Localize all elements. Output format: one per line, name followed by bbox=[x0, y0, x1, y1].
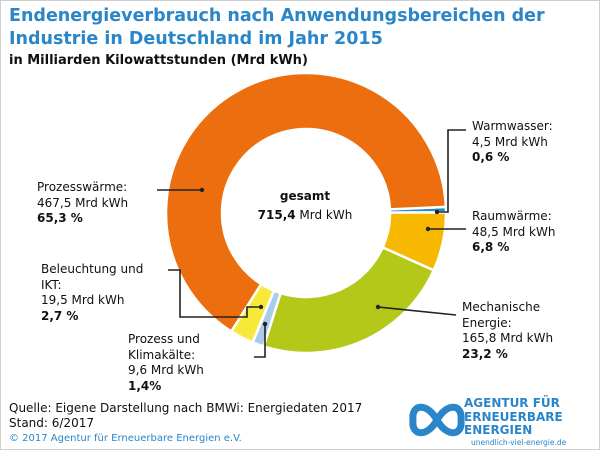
center-total-unit: Mrd kWh bbox=[295, 208, 353, 222]
label-prozesswaerme: Prozesswärme: 467,5 Mrd kWh 65,3 % bbox=[37, 180, 128, 227]
label-kaelte: Prozess und Klimakälte: 9,6 Mrd kWh 1,4% bbox=[128, 332, 204, 394]
leader-dot-beleuchtung bbox=[258, 304, 264, 310]
logo-line-2: ERNEUERBARE bbox=[464, 409, 563, 424]
leader-line-mechanische bbox=[377, 306, 457, 316]
logo-url: unendlich-viel-energie.de bbox=[471, 438, 567, 447]
infinity-logo-icon bbox=[409, 403, 465, 437]
center-total: gesamt 715,4 Mrd kWh bbox=[257, 187, 353, 225]
leader-line-beleuchtung bbox=[168, 269, 261, 318]
label-kaelte-name: Prozess und bbox=[128, 332, 200, 346]
label-raumwaerme-percent: 6,8 % bbox=[472, 240, 510, 254]
leader-dot-prozesswaerme bbox=[199, 187, 205, 193]
leader-dot-raumwaerme bbox=[425, 226, 431, 232]
label-raumwaerme: Raumwärme: 48,5 Mrd kWh 6,8 % bbox=[472, 209, 555, 256]
leader-line-warmwasser bbox=[437, 129, 466, 213]
copyright: © 2017 Agentur für Erneuerbare Energien … bbox=[9, 433, 242, 444]
label-mechanische: Mechanische Energie: 165,8 Mrd kWh 23,2 … bbox=[462, 300, 553, 362]
center-total-value: 715,4 bbox=[257, 208, 296, 222]
center-total-label: gesamt bbox=[279, 189, 331, 203]
leader-line-kaelte bbox=[254, 324, 266, 358]
chart-subtitle: in Milliarden Kilowattstunden (Mrd kWh) bbox=[9, 53, 308, 68]
label-kaelte-name2: Klimakälte: bbox=[128, 347, 196, 362]
label-raumwaerme-name: Raumwärme: bbox=[472, 209, 552, 223]
label-beleuchtung-name2: IKT: bbox=[41, 277, 62, 292]
logo-text: AGENTUR FÜR ERNEUERBARE ENERGIEN bbox=[464, 396, 563, 438]
label-kaelte-value: 9,6 Mrd kWh bbox=[128, 363, 204, 377]
logo-line-3: ENERGIEN bbox=[464, 423, 533, 437]
label-warmwasser-value: 4,5 Mrd kWh bbox=[472, 134, 548, 149]
label-mechanische-value: 165,8 Mrd kWh bbox=[462, 331, 554, 345]
leader-dot-kaelte bbox=[262, 321, 268, 327]
label-raumwaerme-value: 48,5 Mrd kWh bbox=[472, 224, 556, 239]
label-beleuchtung-value: 19,5 Mrd kWh bbox=[41, 293, 125, 307]
label-mechanische-name2: Energie: bbox=[462, 315, 512, 330]
slice-mechanische bbox=[262, 245, 436, 355]
leader-dot-warmwasser bbox=[434, 209, 440, 215]
slice-prozesswaerme bbox=[164, 71, 448, 334]
source-note: Quelle: Eigene Darstellung nach BMWi: En… bbox=[9, 401, 362, 431]
label-beleuchtung: Beleuchtung und IKT: 19,5 Mrd kWh 2,7 % bbox=[41, 262, 143, 324]
leader-dot-mechanische bbox=[375, 304, 381, 310]
label-mechanische-name: Mechanische bbox=[462, 300, 541, 314]
label-beleuchtung-name: Beleuchtung und bbox=[41, 262, 144, 276]
label-prozesswaerme-percent: 65,3 % bbox=[37, 211, 83, 225]
label-warmwasser-percent: 0,6 % bbox=[472, 150, 510, 164]
label-mechanische-percent: 23,2 % bbox=[462, 346, 508, 361]
label-kaelte-percent: 1,4% bbox=[128, 378, 162, 393]
label-warmwasser-name: Warmwasser: bbox=[472, 119, 553, 133]
chart-title: Endenergieverbrauch nach Anwendungsberei… bbox=[9, 6, 545, 49]
logo-line-1: AGENTUR FÜR bbox=[464, 396, 560, 410]
label-warmwasser: Warmwasser: 4,5 Mrd kWh 0,6 % bbox=[472, 119, 553, 166]
label-prozesswaerme-name: Prozesswärme: bbox=[37, 180, 128, 194]
source-line: Quelle: Eigene Darstellung nach BMWi: En… bbox=[9, 401, 363, 415]
label-beleuchtung-percent: 2,7 % bbox=[41, 308, 79, 323]
label-prozesswaerme-value: 467,5 Mrd kWh bbox=[37, 195, 129, 210]
status-date: Stand: 6/2017 bbox=[9, 416, 94, 430]
